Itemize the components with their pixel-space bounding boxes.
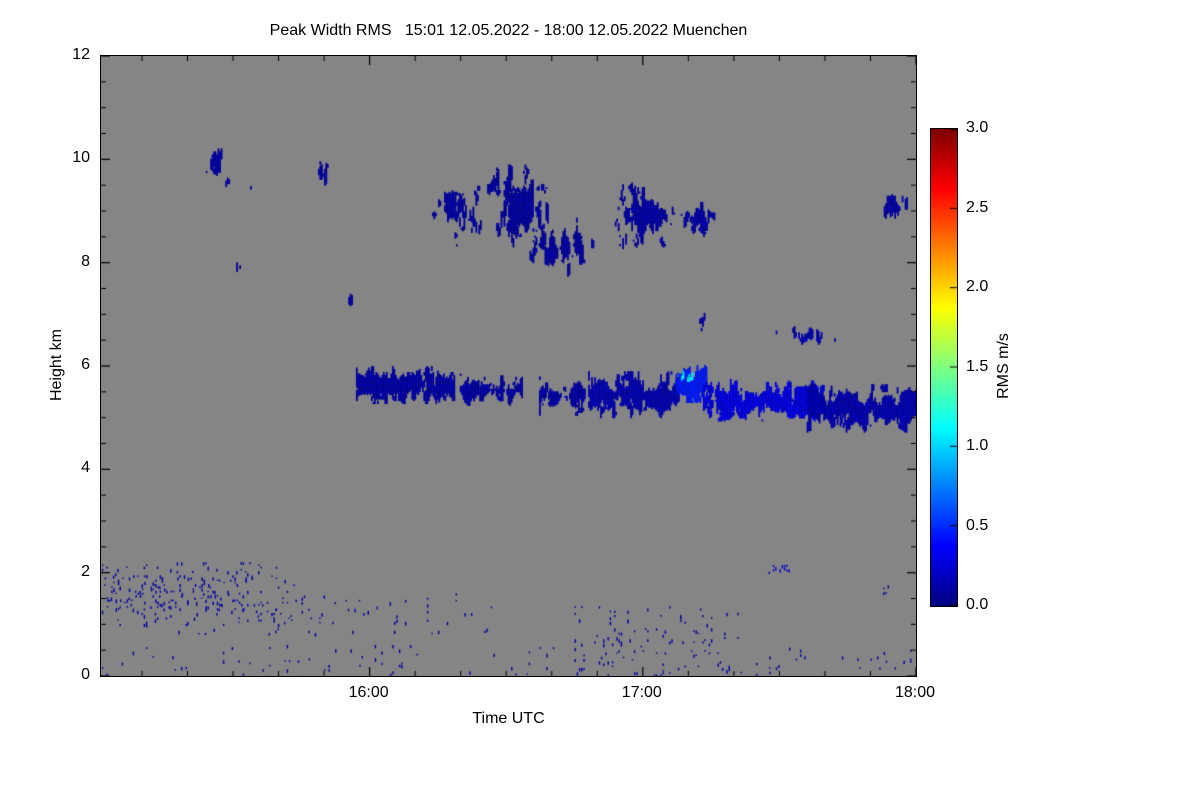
x-tick-label: 18:00 bbox=[894, 684, 936, 701]
plot-area bbox=[100, 55, 917, 677]
y-tick-label: 2 bbox=[81, 562, 90, 580]
heatmap-canvas bbox=[101, 56, 916, 676]
colorbar-tick-label: 1.0 bbox=[966, 437, 989, 454]
colorbar-label: RMS m/s bbox=[995, 333, 1012, 399]
colorbar-tick-label: 1.5 bbox=[966, 357, 989, 375]
colorbar-tick-label: 3.0 bbox=[966, 119, 989, 136]
y-tick-label: 0 bbox=[81, 666, 90, 683]
x-tick-label: 16:00 bbox=[348, 684, 389, 701]
y-tick-label: 8 bbox=[81, 252, 90, 270]
colorbar-tick-label: 0.5 bbox=[966, 516, 989, 534]
y-tick-label: 12 bbox=[72, 46, 90, 63]
y-tick-label: 10 bbox=[72, 149, 90, 167]
colorbar-gradient bbox=[931, 129, 957, 606]
colorbar bbox=[930, 128, 958, 607]
y-tick-label: 4 bbox=[81, 459, 90, 477]
colorbar-tick-label: 0.0 bbox=[966, 596, 989, 613]
colorbar-tick-label: 2.0 bbox=[966, 278, 989, 295]
colorbar-tick-label: 2.5 bbox=[966, 198, 989, 216]
x-tick-label: 17:00 bbox=[621, 684, 662, 701]
chart-title: Peak Width RMS 15:01 12.05.2022 - 18:00 … bbox=[269, 22, 748, 39]
x-axis-label: Time UTC bbox=[472, 710, 545, 727]
y-tick-label: 6 bbox=[81, 356, 90, 373]
